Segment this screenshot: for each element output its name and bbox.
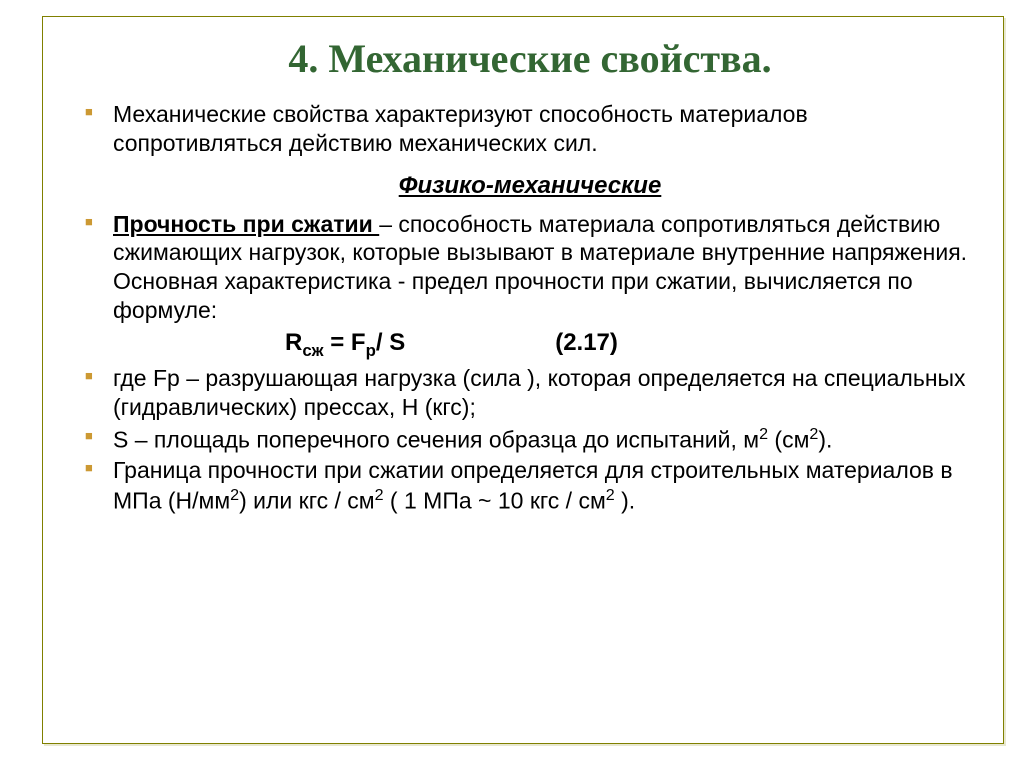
sup-2d: 2 (375, 486, 384, 504)
slide-frame: 4. Механические свойства. Механические с… (42, 16, 1004, 744)
sup-2e: 2 (606, 486, 615, 504)
slide-title: 4. Механические свойства. (85, 35, 975, 82)
sup-2a: 2 (759, 425, 768, 443)
formula-sub: сж (302, 340, 323, 359)
bullet-s: S – площадь поперечного сечения образца … (85, 424, 975, 454)
formula-lhs: R (285, 329, 302, 356)
bullet-compression: Прочность при сжатии – способность матер… (85, 210, 975, 325)
section-subtitle: Физико-механические (85, 172, 975, 200)
formula: Rсж = Fр/ S (2.17) (85, 329, 975, 361)
bullet-limit: Граница прочности при сжатии определяетс… (85, 456, 975, 515)
s-text-c: ). (818, 426, 832, 452)
limit-d: ). (615, 488, 635, 514)
formula-tail: / S (376, 329, 405, 356)
content-list-3: где Fр – разрушающая нагрузка (сила ), к… (85, 364, 975, 515)
bullet-intro: Механические свойства характеризуют спос… (85, 100, 975, 158)
content-list: Механические свойства характеризуют спос… (85, 100, 975, 158)
s-text-b: (см (768, 426, 809, 452)
compression-lead: Прочность при сжатии (113, 211, 379, 237)
limit-b: ) или кгс / см (239, 488, 374, 514)
formula-rhs: = F (324, 329, 366, 356)
fp-text: где Fр – разрушающая нагрузка (сила ), к… (113, 365, 966, 420)
content-list-2: Прочность при сжатии – способность матер… (85, 210, 975, 325)
bullet-fp: где Fр – разрушающая нагрузка (сила ), к… (85, 364, 975, 422)
limit-c: ( 1 МПа ~ 10 кгс / см (384, 488, 606, 514)
formula-rhs-sub: р (366, 340, 376, 359)
s-text-a: S – площадь поперечного сечения образца … (113, 426, 759, 452)
intro-text: Механические свойства характеризуют спос… (113, 101, 808, 156)
equation-number: (2.17) (555, 329, 618, 357)
sup-2c: 2 (230, 486, 239, 504)
